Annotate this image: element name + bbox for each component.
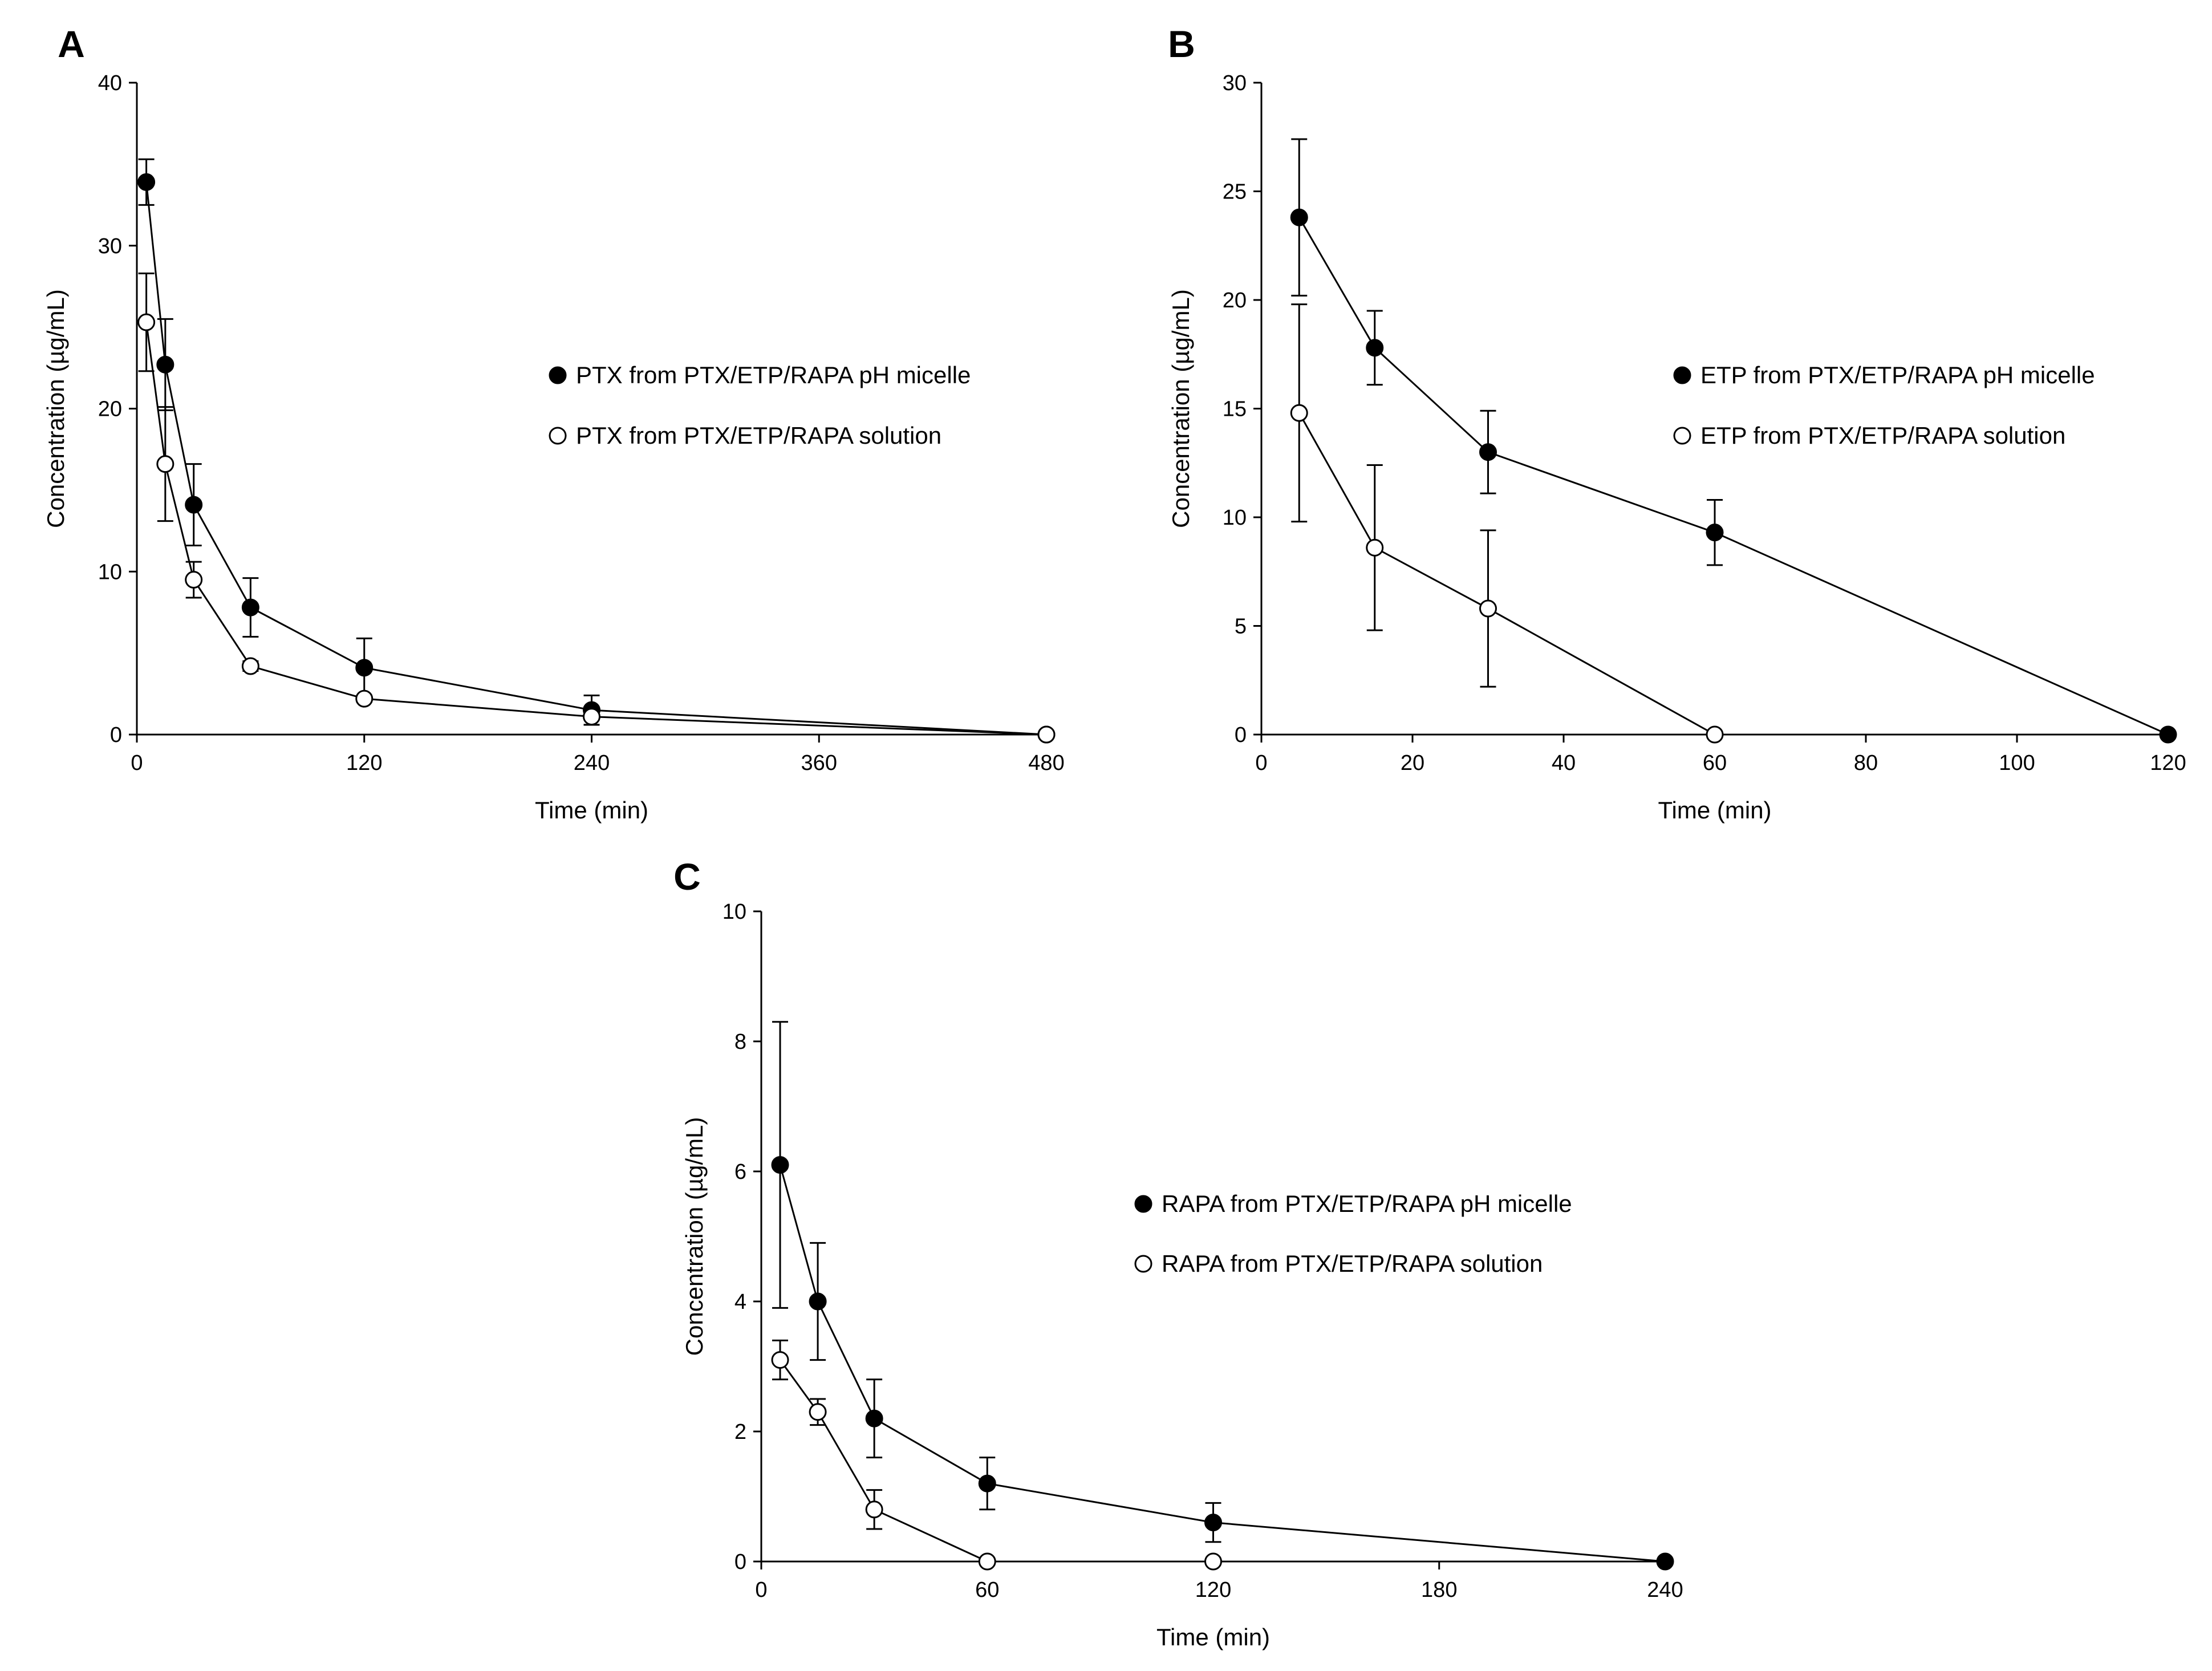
panel-letter: B [1168, 23, 1195, 65]
legend-entry: RAPA from PTX/ETP/RAPA pH micelle [1162, 1190, 1572, 1217]
y-tick-label: 30 [1223, 71, 1247, 95]
data-point-solution [185, 571, 203, 589]
data-point-solution [241, 657, 259, 675]
x-tick-label: 20 [1401, 751, 1424, 775]
data-point-solution [1290, 404, 1308, 422]
legend-entry: PTX from PTX/ETP/RAPA solution [576, 422, 941, 449]
x-axis-label: Time (min) [1156, 1624, 1270, 1650]
legend-entry: ETP from PTX/ETP/RAPA solution [1700, 422, 2065, 449]
panel-a: A 0 10 20 30 40 0 120 240 360 480 Time (min) Concent… [42, 23, 1065, 824]
y-tick-label: 10 [1223, 506, 1247, 530]
series-line-micelle [1298, 217, 2169, 736]
data-point-micelle [809, 1292, 827, 1311]
legend-entry: PTX from PTX/ETP/RAPA pH micelle [576, 362, 971, 388]
x-tick-label: 180 [1421, 1578, 1457, 1602]
y-tick-label: 15 [1223, 398, 1247, 421]
data-point-solution [1479, 599, 1497, 618]
legend-entry: RAPA from PTX/ETP/RAPA solution [1162, 1250, 1543, 1277]
y-tick-label: 0 [110, 723, 122, 747]
data-point-solution [156, 455, 174, 473]
data-point-solution [809, 1403, 827, 1421]
y-tick-label: 0 [734, 1550, 746, 1574]
data-point-micelle [1479, 443, 1497, 461]
y-tick-label: 4 [734, 1290, 746, 1314]
data-point-micelle [137, 173, 156, 191]
data-point-micelle [978, 1474, 996, 1492]
x-tick-label: 480 [1028, 751, 1064, 775]
y-tick-label: 6 [734, 1160, 746, 1184]
data-point-solution [1706, 725, 1724, 744]
x-tick-label: 240 [1647, 1578, 1683, 1602]
x-tick-label: 120 [2150, 751, 2186, 775]
legend-marker-open [549, 427, 567, 445]
y-tick-label: 10 [723, 900, 746, 924]
legend-entry: ETP from PTX/ETP/RAPA pH micelle [1700, 362, 2095, 388]
x-tick-label: 80 [1854, 751, 1878, 775]
legend-marker-filled [1673, 366, 1691, 384]
panel-letter: A [58, 23, 85, 65]
data-point-micelle [771, 1156, 789, 1174]
x-axis-label: Time (min) [1658, 797, 1771, 824]
panel-letter: C [673, 855, 701, 898]
data-point-micelle [1656, 1552, 1674, 1571]
x-tick-label: 60 [975, 1578, 999, 1602]
x-tick-label: 100 [1999, 751, 2035, 775]
x-tick-label: 60 [1703, 751, 1727, 775]
data-point-micelle [185, 496, 203, 514]
series-line-solution [779, 1359, 1213, 1563]
y-tick-label: 20 [1223, 289, 1247, 313]
x-tick-label: 360 [801, 751, 837, 775]
data-point-solution [1204, 1552, 1222, 1571]
legend-marker-filled [549, 366, 567, 384]
data-point-micelle [1290, 208, 1308, 226]
data-point-solution [865, 1500, 883, 1519]
y-tick-label: 10 [98, 560, 122, 584]
panel-c: C 0 2 4 6 8 10 0 60 120 180 240 Time (min) Concentrat… [673, 855, 1683, 1650]
x-tick-label: 0 [1255, 751, 1267, 775]
y-axis-label: Concentration (µg/mL) [42, 289, 69, 528]
data-point-micelle [1366, 339, 1384, 357]
data-point-solution [137, 313, 156, 331]
x-tick-label: 0 [755, 1578, 767, 1602]
data-point-solution [1366, 538, 1384, 557]
x-tick-label: 0 [131, 751, 143, 775]
y-tick-label: 2 [734, 1420, 746, 1444]
y-tick-label: 25 [1223, 180, 1247, 204]
data-point-micelle [156, 355, 174, 374]
series-line-micelle [779, 1165, 1666, 1563]
legend-marker-open [1134, 1255, 1152, 1273]
data-point-solution [771, 1351, 789, 1369]
data-point-micelle [865, 1409, 883, 1427]
legend-marker-filled [1134, 1195, 1152, 1213]
legend-marker-open [1673, 427, 1691, 445]
data-point-solution [583, 708, 600, 726]
data-point-solution [1037, 725, 1056, 744]
x-tick-label: 120 [346, 751, 382, 775]
data-point-solution [978, 1552, 996, 1571]
data-point-micelle [355, 659, 374, 677]
x-tick-label: 120 [1195, 1578, 1231, 1602]
y-tick-label: 20 [98, 398, 122, 421]
data-point-micelle [2159, 725, 2177, 744]
panel-b: B 0 5 10 15 20 25 30 0 20 40 60 80 100 120 Time (min) Co… [1167, 23, 2186, 824]
data-point-solution [355, 690, 374, 708]
y-tick-label: 0 [1235, 723, 1247, 747]
y-axis-label: Concentration (µg/mL) [681, 1117, 708, 1356]
data-point-micelle [241, 598, 259, 617]
series-line-solution [1298, 412, 1715, 736]
y-tick-label: 8 [734, 1030, 746, 1054]
y-tick-label: 5 [1235, 615, 1247, 639]
data-point-micelle [1204, 1514, 1222, 1532]
y-tick-label: 30 [98, 234, 122, 258]
y-tick-label: 40 [98, 71, 122, 95]
y-axis-label: Concentration (µg/mL) [1167, 289, 1194, 528]
data-point-micelle [1706, 524, 1724, 542]
x-tick-label: 240 [574, 751, 610, 775]
x-axis-label: Time (min) [535, 797, 648, 824]
x-tick-label: 40 [1552, 751, 1576, 775]
series-line-micelle [145, 182, 1047, 736]
